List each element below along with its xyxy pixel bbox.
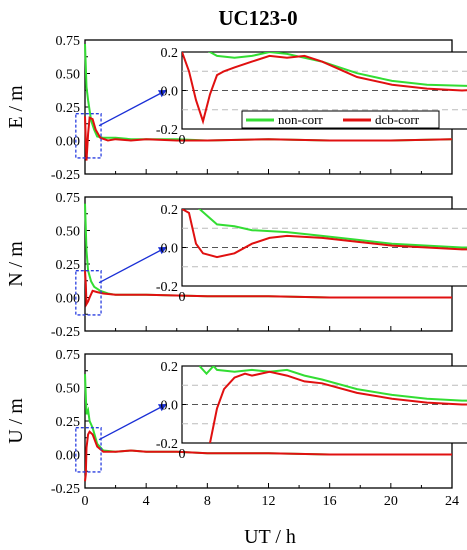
inset-plot: 0.20.0-0.201	[156, 203, 467, 305]
inset-series-line-non-corr	[198, 366, 467, 402]
panel-n: 0.750.500.250.00-0.25N / m0.20.0-0.201	[5, 191, 467, 340]
x-tick-label: 24	[445, 494, 459, 509]
inset-plot: 0.20.0-0.201	[156, 360, 467, 462]
inset-y-tick-label: -0.2	[156, 280, 178, 295]
inset-x-tick-label: 0	[179, 447, 186, 462]
y-tick-label: 0.75	[56, 348, 81, 363]
y-tick-label: 0.00	[56, 135, 81, 150]
series-line-dcb-corr	[84, 430, 452, 482]
y-axis-label: E / m	[5, 85, 27, 129]
y-tick-label: -0.25	[51, 325, 80, 340]
inset-series-group	[182, 209, 467, 259]
inset-y-tick-label: 0.2	[161, 360, 179, 375]
y-tick-label: -0.25	[51, 168, 80, 183]
x-tick-label: 20	[384, 494, 398, 509]
x-tick-label: 12	[262, 494, 276, 509]
inset-series-group	[198, 366, 467, 443]
inset-y-tick-label: 0.0	[161, 85, 179, 100]
inset-y-tick-label: 0.2	[161, 46, 179, 61]
legend-box	[241, 110, 440, 129]
legend: non-corr dcb-corr	[241, 110, 440, 129]
zoom-box	[75, 270, 102, 316]
y-tick-label: 0.50	[56, 225, 81, 240]
zoom-arrow	[98, 89, 167, 127]
y-tick-label: 0.25	[56, 101, 81, 116]
y-tick-label: 0.25	[56, 415, 81, 430]
inset-y-tick-label: 0.0	[161, 242, 179, 257]
legend-label-non-corr: non-corr	[278, 112, 323, 127]
y-tick-label: 0.50	[56, 68, 81, 83]
y-axis-label: N / m	[5, 241, 27, 287]
zoom-box	[75, 427, 102, 473]
x-tick-label: 16	[323, 494, 337, 509]
x-tick-label: 8	[204, 494, 211, 509]
inset-y-tick-label: -0.2	[156, 437, 178, 452]
inset-series-line-dcb-corr	[209, 370, 467, 443]
zoom-arrow	[98, 246, 167, 284]
y-tick-label: 0.50	[56, 382, 81, 397]
inset-series-line-dcb-corr	[182, 209, 467, 259]
inset-x-tick-label: 0	[179, 290, 186, 305]
y-tick-label: 0.75	[56, 34, 81, 49]
zoom-arrow	[98, 403, 167, 441]
inset-x-tick-label: 0	[179, 133, 186, 148]
inset-series-group	[182, 52, 467, 125]
legend-label-dcb-corr: dcb-corr	[375, 112, 420, 127]
inset-y-tick-label: -0.2	[156, 123, 178, 138]
inset-y-tick-label: 0.2	[161, 203, 179, 218]
panel-e: 0.750.500.250.00-0.25E / m0.20.0-0.201no…	[5, 34, 467, 183]
y-tick-label: 0.00	[56, 292, 81, 307]
x-axis-label: UT / h	[244, 526, 296, 548]
inset-series-line-dcb-corr	[182, 52, 467, 125]
y-tick-label: 0.00	[56, 449, 81, 464]
y-tick-label: -0.25	[51, 482, 80, 497]
y-tick-label: 0.25	[56, 258, 81, 273]
y-tick-label: 0.75	[56, 191, 81, 206]
x-tick-label: 4	[143, 494, 150, 509]
inset-series-line-non-corr	[198, 209, 467, 249]
series-line-dcb-corr	[84, 270, 452, 308]
panel-u: 0.750.500.250.00-0.250 4 8 12 16 20 24U / m0.2…	[5, 348, 467, 509]
series-line-dcb-corr	[84, 116, 453, 161]
inset-y-tick-label: 0.0	[161, 399, 179, 414]
x-tick-label: 0	[82, 494, 89, 509]
chart-title: UC123-0	[218, 6, 297, 30]
zoom-box	[75, 113, 102, 159]
y-axis-label: U / m	[5, 398, 27, 444]
